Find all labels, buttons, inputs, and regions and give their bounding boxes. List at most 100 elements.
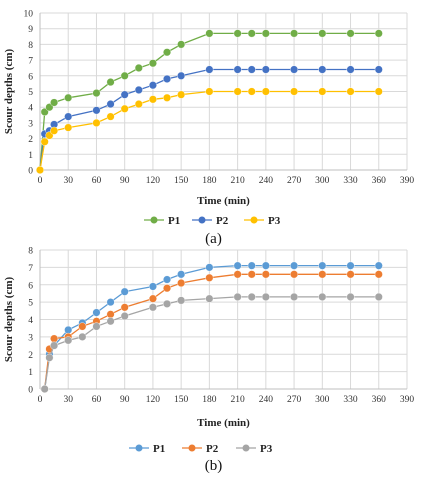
data-point-p3 <box>290 292 299 301</box>
x-tick-label: 30 <box>63 176 73 186</box>
data-point-p1 <box>346 261 355 270</box>
data-point-p3 <box>36 165 45 174</box>
x-tick-label: 120 <box>146 395 161 405</box>
data-point-p1 <box>148 282 157 291</box>
data-point-p2 <box>177 279 186 288</box>
x-tick-label: 270 <box>287 176 302 186</box>
data-point-p3 <box>205 87 214 96</box>
data-point-p3 <box>346 292 355 301</box>
data-point-p3 <box>346 87 355 96</box>
data-point-p1 <box>205 29 214 38</box>
data-point-p1 <box>120 287 129 296</box>
data-point-p2 <box>233 270 242 279</box>
x-tick-label: 390 <box>400 176 415 186</box>
data-point-p2 <box>148 294 157 303</box>
y-axis-label: Scour depths (cm) <box>3 276 15 362</box>
data-point-p3 <box>148 95 157 104</box>
y-axis-label: Scour depths (cm) <box>3 48 15 134</box>
x-tick-label: 120 <box>146 176 161 186</box>
data-point-p1 <box>50 98 59 107</box>
data-point-p3 <box>261 87 270 96</box>
data-point-p1 <box>163 48 172 57</box>
data-point-p3 <box>50 126 59 135</box>
y-tick-label: 7 <box>28 264 33 274</box>
legend-marker-p1 <box>135 444 143 452</box>
data-point-p2 <box>290 270 299 279</box>
x-tick-label: 180 <box>202 176 217 186</box>
data-point-p3 <box>374 292 383 301</box>
y-tick-label: 8 <box>28 41 33 51</box>
data-point-p2 <box>290 65 299 74</box>
data-point-p3 <box>78 332 87 341</box>
data-point-p1 <box>374 29 383 38</box>
data-point-p3 <box>247 292 256 301</box>
y-tick-label: 2 <box>28 351 33 361</box>
y-tick-label: 1 <box>28 151 33 161</box>
y-tick-label: 4 <box>28 316 33 326</box>
data-point-p3 <box>205 294 214 303</box>
chart-panel-b: 0 1 2 3 4 5 6 7 8 0 30 60 90 120 150 180 210 240 270 300 330… <box>3 247 414 475</box>
data-point-p3 <box>374 87 383 96</box>
x-tick-label: 240 <box>259 176 274 186</box>
x-axis-label: Time (min) <box>197 195 250 207</box>
data-point-p2 <box>120 303 129 312</box>
data-point-p2 <box>247 65 256 74</box>
data-point-p3 <box>64 336 73 345</box>
legend-label-p3: P3 <box>268 215 281 227</box>
data-point-p1 <box>134 63 143 72</box>
data-point-p3 <box>233 87 242 96</box>
data-point-p2 <box>318 65 327 74</box>
legend-marker-p3 <box>250 216 258 224</box>
data-point-p3 <box>120 104 129 113</box>
x-tick-label: 90 <box>120 395 130 405</box>
data-point-p3 <box>106 317 115 326</box>
data-point-p2 <box>318 270 327 279</box>
data-point-p2 <box>106 100 115 109</box>
data-point-p3 <box>45 353 54 362</box>
y-tick-label: 7 <box>28 57 33 67</box>
data-point-p3 <box>163 299 172 308</box>
data-point-p2 <box>233 65 242 74</box>
x-tick-label: 30 <box>63 395 73 405</box>
data-point-p1 <box>318 261 327 270</box>
x-tick-label: 330 <box>343 176 358 186</box>
y-tick-label: 10 <box>24 10 34 20</box>
data-point-p3 <box>92 322 101 331</box>
data-point-p1 <box>64 325 73 334</box>
data-point-p3 <box>177 296 186 305</box>
data-point-p3 <box>318 87 327 96</box>
data-point-p2 <box>247 270 256 279</box>
data-point-p2 <box>120 90 129 99</box>
y-tick-label: 5 <box>28 299 33 309</box>
legend-label-p1: P1 <box>153 443 165 455</box>
legend-marker-p2 <box>198 216 206 224</box>
y-tick-label: 6 <box>28 281 33 291</box>
panel-caption: (b) <box>205 458 223 474</box>
data-point-p2 <box>163 284 172 293</box>
data-point-p3 <box>50 341 59 350</box>
data-point-p3 <box>120 312 129 321</box>
data-point-p1 <box>177 40 186 49</box>
data-point-p1 <box>261 29 270 38</box>
data-point-p1 <box>205 263 214 272</box>
data-point-p1 <box>106 298 115 307</box>
data-point-p1 <box>148 59 157 68</box>
legend-marker-p1 <box>150 216 158 224</box>
data-point-p2 <box>374 65 383 74</box>
y-tick-label: 3 <box>28 333 33 343</box>
x-tick-label: 0 <box>38 176 43 186</box>
data-point-p1 <box>318 29 327 38</box>
data-point-p2 <box>163 74 172 83</box>
y-tick-label: 0 <box>28 167 33 177</box>
data-point-p1 <box>64 93 73 102</box>
data-point-p3 <box>177 90 186 99</box>
legend-label-p1: P1 <box>168 215 180 227</box>
x-tick-label: 150 <box>174 176 189 186</box>
data-point-p3 <box>106 112 115 121</box>
data-point-p2 <box>346 270 355 279</box>
x-tick-label: 210 <box>230 395 245 405</box>
data-point-p1 <box>106 78 115 87</box>
x-tick-label: 390 <box>400 395 415 405</box>
data-point-p3 <box>163 93 172 102</box>
x-tick-label: 360 <box>372 176 387 186</box>
